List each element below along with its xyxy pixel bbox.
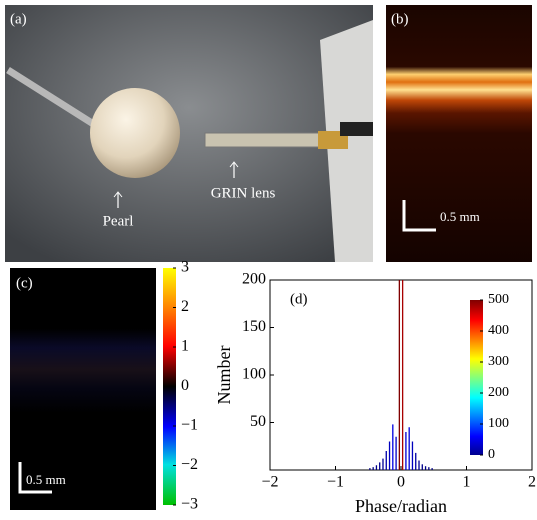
panel-label: (a) — [10, 11, 27, 27]
figure: (a) Pearl GRIN lens (b) 0.5 mm (c) 0.5 m… — [0, 0, 537, 520]
colorbar-tick-label: 400 — [488, 323, 509, 338]
bar — [412, 442, 413, 471]
panel-label: (c) — [16, 275, 33, 291]
bar — [382, 459, 383, 470]
colorbar-tick-label: 0 — [488, 447, 495, 462]
bar — [376, 465, 377, 470]
bar — [386, 451, 387, 470]
colorbar-tick-label: 100 — [488, 416, 509, 431]
colorbar-tick-label: 3 — [181, 259, 189, 276]
y-tick-label: 100 — [242, 366, 266, 383]
colorbar-tick-label: 300 — [488, 354, 509, 369]
y-tick-label: 200 — [242, 271, 266, 288]
clamp — [340, 122, 373, 136]
x-tick-label: 1 — [463, 474, 471, 491]
panel-a: (a) Pearl GRIN lens — [5, 5, 373, 262]
colorbar-tick-label: 1 — [181, 338, 189, 355]
colorbar-tick-label: −2 — [181, 456, 198, 473]
grin-lens — [205, 133, 325, 147]
bar — [409, 427, 410, 470]
bar — [431, 468, 432, 470]
scale-bar-label: 0.5 mm — [26, 472, 66, 487]
bar — [405, 432, 406, 470]
annotation: GRIN lens — [211, 185, 276, 201]
bar — [418, 461, 419, 471]
bar — [373, 467, 374, 470]
bar — [392, 424, 393, 470]
y-tick-label: 150 — [242, 318, 266, 335]
panel-label: (d) — [290, 291, 308, 307]
bar — [425, 466, 426, 470]
annotation: Pearl — [103, 213, 134, 229]
bar — [395, 437, 396, 470]
x-axis-label: Phase/radian — [355, 496, 447, 516]
x-tick-label: 0 — [397, 474, 405, 491]
colorbar-tick-label: 2 — [181, 298, 189, 315]
x-tick-label: 2 — [528, 474, 536, 491]
colorbar-tick-label: 200 — [488, 385, 509, 400]
y-axis-label: Number — [214, 346, 234, 405]
panel-b: (b) 0.5 mm — [386, 5, 532, 262]
colorbar — [470, 300, 483, 455]
plot-frame — [270, 280, 532, 470]
colorbar-tick-label: 0 — [181, 377, 189, 394]
panel-label: (b) — [391, 11, 409, 27]
colorbar-tick-label: −3 — [181, 496, 198, 513]
colorbar-tick-label: 500 — [488, 292, 509, 307]
bar — [379, 462, 380, 470]
bar — [389, 442, 390, 471]
colorbar-tick-label: −1 — [181, 417, 198, 434]
x-tick-label: −1 — [327, 474, 344, 491]
y-tick-label: 50 — [250, 413, 266, 430]
pearl — [90, 88, 180, 178]
bar — [428, 467, 429, 470]
x-tick-label: −2 — [261, 474, 278, 491]
bar — [422, 464, 423, 470]
bar — [369, 468, 370, 470]
scale-bar-label: 0.5 mm — [440, 209, 480, 224]
bar — [415, 453, 416, 470]
panel-c: (c) 0.5 mm — [10, 268, 176, 510]
